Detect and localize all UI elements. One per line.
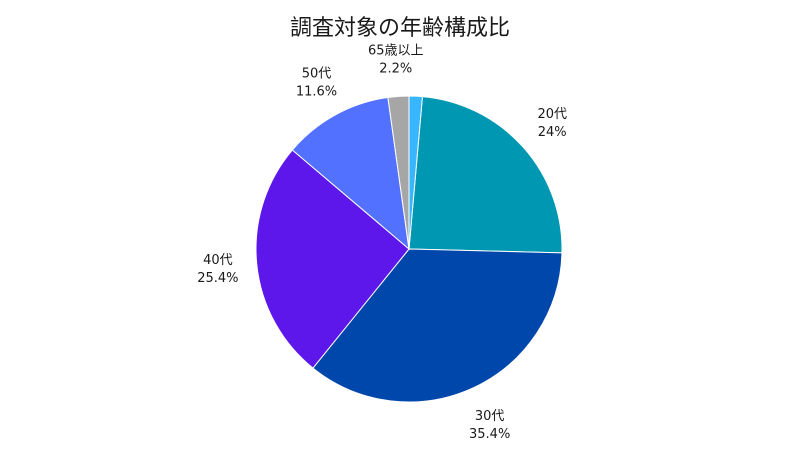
slice-label-1: 30代 35.4% xyxy=(469,409,510,442)
slice-label-4: 65歳以上 2.2% xyxy=(368,43,424,76)
pie-slice-unlabeled xyxy=(408,95,423,250)
chart-title: 調査対象の年齢構成比 xyxy=(289,16,510,41)
pie-slices xyxy=(255,95,563,403)
slice-label-3: 50代 11.6% xyxy=(296,67,337,100)
slice-label-2: 40代 25.4% xyxy=(197,253,238,286)
pie-labels: 20代 24% 30代 35.4% 40代 25.4% 50代 11.6% 65歳以上 2.2% xyxy=(197,43,567,442)
pie-slice-3 xyxy=(291,96,410,251)
slice-label-0: 20代 24% xyxy=(537,107,567,140)
pie-slice-2 xyxy=(255,149,410,369)
pie-slice-1 xyxy=(312,248,563,403)
pie-slice-0 xyxy=(408,96,563,254)
